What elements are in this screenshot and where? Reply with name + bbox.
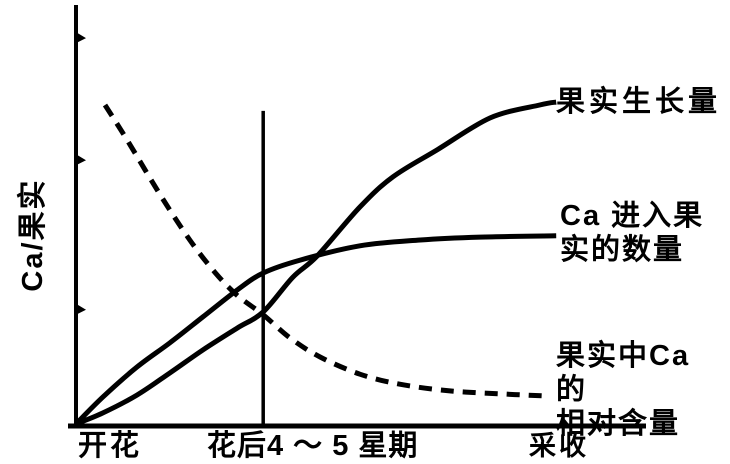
x-axis-label-harvest: 采收	[529, 431, 589, 461]
curve-ca-relative-content	[102, 103, 545, 399]
y-axis-tick	[76, 32, 86, 44]
y-axis-tick	[76, 154, 86, 166]
series-label-fruit-growth: 果实生长量	[556, 86, 722, 118]
curve-fruit-growth	[75, 99, 557, 427]
series-label-ca-relative-content: 果实中Ca 的 相对含量	[556, 340, 691, 441]
curve-ca-into-fruit	[74, 233, 557, 426]
x-axis-label-flowering: 开花	[78, 430, 143, 462]
y-axis-ticks	[76, 32, 86, 315]
y-axis-label: Ca/果实	[17, 178, 49, 292]
series-label-ca-into-fruit: Ca 进入果 实的数量	[560, 200, 705, 267]
y-axis-tick	[76, 303, 86, 315]
x-axis-label-weeks-after-flowering: 花后4 ～ 5 星期	[207, 430, 419, 462]
curves-group	[74, 99, 557, 427]
